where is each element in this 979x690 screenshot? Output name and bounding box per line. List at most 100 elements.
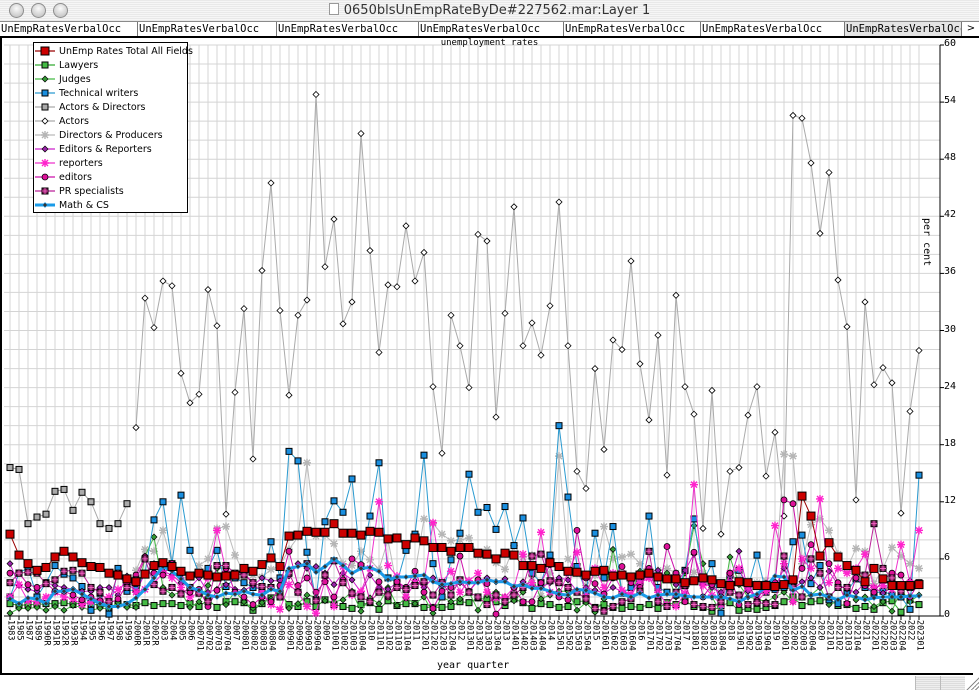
data-point-unemp-rates-total-all-fields xyxy=(257,560,267,570)
tab-7[interactable]: UnEmpRatesVerbalOcc xyxy=(845,22,962,36)
close-window-button[interactable] xyxy=(9,3,24,18)
data-point-lawyers xyxy=(546,601,554,609)
data-point-actors xyxy=(834,276,842,284)
data-point-actors xyxy=(906,407,914,415)
legend-item-directors-and-producers[interactable]: Directors & Producers xyxy=(34,128,187,142)
data-point-unemp-rates-total-all-fields xyxy=(401,540,411,550)
data-point-math-and-cs xyxy=(304,560,310,567)
data-point-directors-and-producers xyxy=(546,569,554,578)
data-point-actors xyxy=(447,311,455,319)
minimize-window-button[interactable] xyxy=(31,3,46,18)
legend-item-judges[interactable]: Judges xyxy=(34,72,187,86)
data-point-unemp-rates-total-all-fields xyxy=(41,562,51,572)
scroll-left-button[interactable] xyxy=(915,676,940,690)
data-point-pr-specialists-cross xyxy=(448,592,454,599)
data-point-pr-specialists-cross xyxy=(70,567,76,574)
data-point-actors xyxy=(897,509,905,517)
data-point-math-and-cs xyxy=(331,555,337,562)
data-point-actors xyxy=(150,324,158,332)
tab-2[interactable]: UnEmpRatesVerbalOcc xyxy=(138,22,277,36)
x-tick-label: 1999 xyxy=(122,620,133,641)
x-tick-label: 1996 xyxy=(95,620,106,641)
data-point-reporters xyxy=(474,569,482,578)
data-point-unemp-rates-total-all-fields xyxy=(725,581,735,591)
data-point-math-and-cs xyxy=(7,595,13,602)
tab-5[interactable]: UnEmpRatesVerbalOcc xyxy=(564,22,701,36)
tab-1[interactable]: UnEmpRatesVerbalOcc xyxy=(0,22,138,36)
data-point-unemp-rates-total-all-fields xyxy=(500,548,510,558)
data-point-reporters xyxy=(573,548,581,557)
scroll-right-button[interactable] xyxy=(940,676,965,690)
data-point-directors-and-producers xyxy=(366,555,374,564)
tab-4[interactable]: UnEmpRatesVerbalOcc xyxy=(419,22,564,36)
data-point-math-and-cs xyxy=(700,594,706,600)
x-tick-label: 201003 xyxy=(347,620,358,651)
x-tick-label: 201403 xyxy=(527,620,538,651)
legend-item-reporters[interactable]: reporters xyxy=(34,156,187,170)
x-tick-label: 201302 xyxy=(473,620,484,651)
data-point-directors-and-producers xyxy=(483,545,491,554)
tab-3[interactable]: UnEmpRatesVerbalOcc xyxy=(277,22,419,36)
data-point-pr-specialists-cross xyxy=(277,593,283,600)
data-point-actors-and-directors xyxy=(33,513,41,521)
data-point-math-and-cs xyxy=(709,594,715,600)
x-tick-label: 2012 xyxy=(455,620,466,641)
legend-item-math-and-cs[interactable]: Math & CS xyxy=(34,198,187,212)
data-point-directors-and-producers xyxy=(906,559,914,568)
data-point-reporters xyxy=(375,497,383,506)
data-point-technical-writers xyxy=(339,508,347,516)
data-point-pr-specialists-cross xyxy=(88,584,94,591)
data-point-technical-writers xyxy=(789,538,797,546)
data-point-editors xyxy=(573,526,581,534)
data-point-pr-specialists-cross xyxy=(403,586,409,593)
legend-item-actors[interactable]: Actors xyxy=(34,114,187,128)
data-point-unemp-rates-total-all-fields xyxy=(824,538,834,548)
legend-marker xyxy=(41,131,49,139)
legend-swatch-icon xyxy=(35,103,55,111)
x-tick-label: 201303 xyxy=(482,620,493,651)
more-tabs-button[interactable]: > xyxy=(966,23,976,34)
x-tick-label: 201201 xyxy=(419,620,430,651)
data-point-reporters xyxy=(807,564,815,573)
data-point-actors xyxy=(420,248,428,257)
data-point-math-and-cs xyxy=(115,603,121,610)
x-tick-label: 200703 xyxy=(212,620,223,651)
data-point-directors-and-producers xyxy=(816,514,824,523)
resize-grip-icon[interactable] xyxy=(965,676,979,690)
data-point-actors xyxy=(213,322,221,330)
data-point-math-and-cs xyxy=(736,598,742,605)
data-point-unemp-rates-total-all-fields xyxy=(752,581,762,591)
data-point-math-and-cs xyxy=(196,587,202,594)
legend-item-editors-and-reporters[interactable]: Editors & Reporters xyxy=(34,142,187,156)
data-point-math-and-cs xyxy=(601,594,607,600)
x-tick-label: 2002R xyxy=(149,620,160,646)
data-point-lawyers xyxy=(573,598,581,606)
legend-item-technical-writers[interactable]: Technical writers xyxy=(34,86,187,100)
data-point-directors-and-producers xyxy=(555,452,563,461)
x-tick-label: 200801 xyxy=(239,620,250,651)
data-point-editors-and-reporters xyxy=(564,576,572,584)
data-point-lawyers xyxy=(915,601,923,609)
zoom-window-button[interactable] xyxy=(53,3,68,18)
tab-6[interactable]: UnEmpRatesVerbalOcc xyxy=(701,22,845,36)
x-tick-label: 2003 xyxy=(158,620,169,641)
legend-swatch-icon xyxy=(35,89,55,97)
data-point-pr-specialists-cross xyxy=(97,589,103,596)
data-point-directors-and-producers xyxy=(807,520,815,529)
window-title-bar: 0650blsUnEmpRateByDe#227562.mar:Layer 1 xyxy=(0,0,979,22)
data-point-unemp-rates-total-all-fields xyxy=(446,546,456,556)
data-point-actors xyxy=(159,277,167,285)
legend-item-actors-and-directors[interactable]: Actors & Directors xyxy=(34,100,187,114)
x-tick-label: 201204 xyxy=(446,620,457,651)
data-point-judges xyxy=(186,603,194,611)
data-point-unemp-rates-total-all-fields xyxy=(473,548,483,558)
legend-item-lawyers[interactable]: Lawyers xyxy=(34,58,187,72)
data-point-reporters xyxy=(879,581,887,590)
data-point-lawyers xyxy=(897,608,905,616)
data-point-unemp-rates-total-all-fields xyxy=(644,568,654,578)
legend-item-editors[interactable]: editors xyxy=(34,170,187,184)
legend-item-pr-specialists[interactable]: PR specialists xyxy=(34,184,187,198)
data-point-reporters xyxy=(276,605,284,614)
legend-item-unemp-rates-total-all-fields[interactable]: UnEmp Rates Total All Fields xyxy=(34,44,193,58)
data-point-math-and-cs xyxy=(448,580,454,587)
